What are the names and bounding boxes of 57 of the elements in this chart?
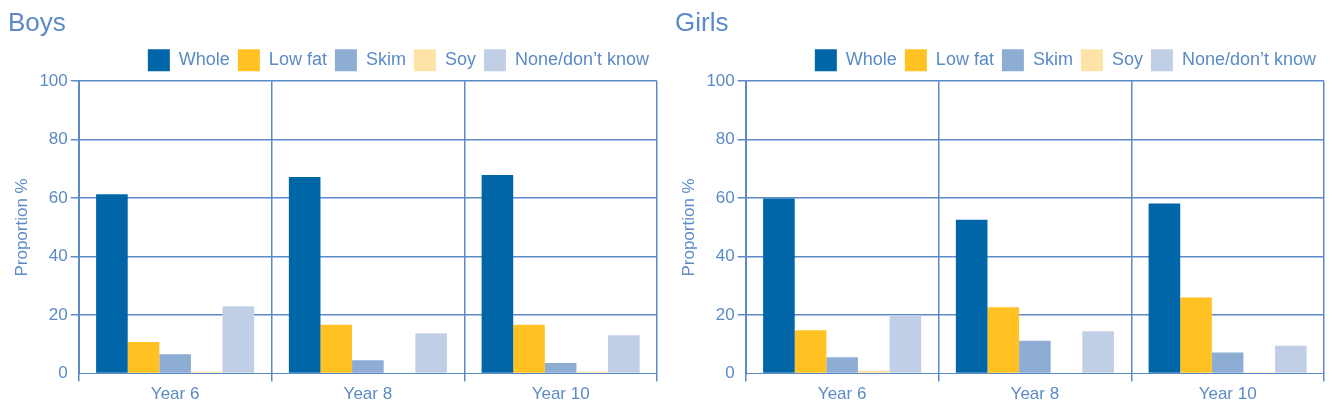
bar [1148, 203, 1181, 373]
legend-label: Low fat [268, 49, 327, 70]
y-tick-label: 60 [48, 187, 68, 207]
legend-label: Soy [1111, 49, 1143, 70]
bar [513, 324, 545, 373]
bar [127, 342, 160, 373]
x-tick-label: Year 6 [817, 384, 867, 404]
y-tick-label: 60 [715, 187, 735, 207]
bar [159, 354, 191, 373]
bar [794, 330, 827, 373]
bar [608, 335, 640, 373]
bar [826, 357, 858, 373]
x-tick-label: Year 6 [150, 384, 200, 404]
y-tick-label: 20 [48, 304, 68, 324]
y-tick-label: 80 [715, 129, 735, 149]
bar [889, 315, 922, 373]
x-tick-label: Year 8 [1010, 384, 1060, 404]
y-tick-label: 40 [48, 246, 68, 266]
bar [857, 370, 890, 373]
y-tick-label: 40 [715, 246, 735, 266]
y-tick-label: 80 [48, 129, 68, 149]
legend-label: Low fat [935, 49, 994, 70]
x-tick-label: Year 10 [1198, 384, 1257, 404]
chart-title: Boys [8, 6, 66, 37]
y-tick-label: 0 [58, 363, 68, 383]
bar [320, 324, 353, 373]
bar [96, 194, 128, 373]
y-axis-title: Proportion % [11, 178, 31, 277]
bar [222, 306, 255, 373]
legend-label: Skim [365, 49, 406, 70]
legend-label: Soy [444, 49, 476, 70]
bar [987, 307, 1020, 373]
bar [763, 198, 795, 373]
chart-title: Girls [675, 6, 729, 37]
x-tick-label: Year 10 [531, 384, 590, 404]
y-tick-label: 20 [715, 304, 735, 324]
bar [1211, 352, 1244, 373]
bar [415, 333, 447, 373]
legend-label: Whole [178, 49, 230, 70]
legend-label: Skim [1032, 49, 1073, 70]
bar [955, 219, 988, 373]
legend-label: None/don’t know [514, 49, 650, 70]
bar [481, 175, 514, 373]
legend-label: Whole [845, 49, 897, 70]
bar [352, 360, 384, 373]
bar [1082, 331, 1114, 373]
bar [544, 363, 577, 373]
bar [1019, 340, 1051, 373]
y-axis-title: Proportion % [678, 178, 698, 277]
y-tick-label: 100 [39, 70, 68, 90]
y-tick-label: 0 [725, 363, 735, 383]
x-tick-label: Year 8 [343, 384, 393, 404]
bar [1180, 297, 1212, 373]
bar [288, 177, 321, 373]
y-tick-label: 100 [706, 70, 735, 90]
bar [1275, 345, 1307, 373]
legend-label: None/don’t know [1181, 49, 1317, 70]
